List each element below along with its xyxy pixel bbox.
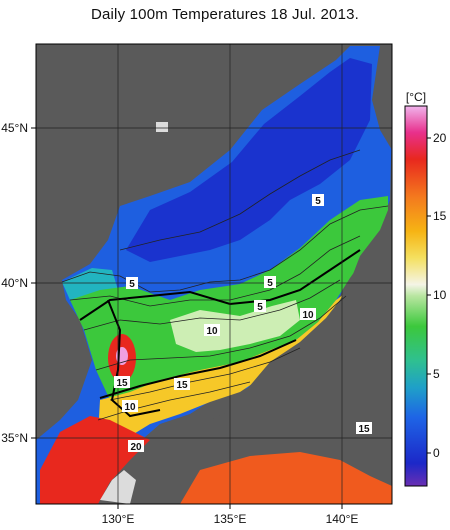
contour-label-5-west: 5 (129, 279, 135, 290)
contour-label-10-central: 10 (206, 326, 218, 337)
contour-label-10-southwest: 10 (124, 402, 136, 413)
y-tick-35n: 35°N (1, 431, 28, 445)
green-water-region (70, 196, 388, 400)
graticule (36, 44, 392, 504)
contour-label-5-central: 5 (267, 278, 273, 289)
no-data-island (156, 122, 168, 132)
colorbar-unit-label: [°C] (406, 90, 426, 104)
colorbar (404, 105, 428, 487)
colorbar-tick-15: 15 (433, 209, 447, 223)
contour-label-group: 5 5 5 5 10 10 15 15 10 20 15 (114, 194, 372, 453)
warm-water-region (96, 290, 352, 470)
y-tick-40n: 40°N (1, 276, 28, 290)
map-frame (35, 43, 393, 505)
colorbar-tick-10: 10 (433, 288, 447, 302)
x-tick-130e: 130°E (102, 512, 135, 526)
contour-label-20-south: 20 (130, 442, 142, 453)
colorbar-tick-5: 5 (433, 367, 440, 381)
colorbar-ticks (427, 137, 431, 454)
colorbar-tick-20: 20 (433, 131, 447, 145)
contour-label-5-center-south: 5 (257, 302, 263, 313)
hokkaido-landmass (372, 46, 392, 150)
hot-water-region-east (180, 452, 392, 504)
x-tick-135e: 135°E (214, 512, 247, 526)
contour-label-15-central: 15 (176, 380, 188, 391)
contour-label-15-southeast: 15 (358, 424, 370, 435)
x-tick-140e: 140°E (326, 512, 359, 526)
colorbar-tick-0: 0 (433, 446, 440, 460)
contour-label-10-east: 10 (302, 310, 314, 321)
y-tick-45n: 45°N (1, 121, 28, 135)
contour-label-15-west: 15 (116, 378, 128, 389)
contour-label-5-east: 5 (315, 196, 321, 207)
map-title: Daily 100m Temperatures 18 Jul. 2013. (90, 6, 360, 23)
japan-landmass (176, 200, 392, 460)
axis-ticks (31, 127, 343, 509)
cold-water-region (126, 58, 372, 262)
